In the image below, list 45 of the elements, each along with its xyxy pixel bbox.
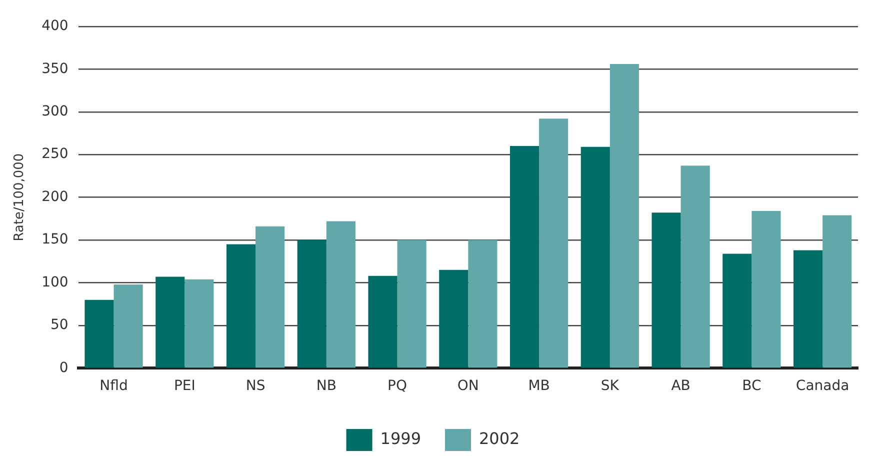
bar	[510, 146, 540, 368]
bar	[184, 279, 214, 368]
x-tick-label: MB	[528, 378, 550, 394]
x-tick-label: Canada	[796, 378, 850, 394]
bar	[680, 166, 710, 368]
bar	[368, 276, 398, 368]
bar	[397, 240, 426, 368]
bar	[297, 240, 326, 368]
x-tick-label: Nfld	[100, 378, 128, 394]
bar	[752, 210, 781, 368]
y-tick-label: 300	[42, 103, 68, 120]
x-tick-label: SK	[600, 378, 620, 394]
x-tick-label: NB	[316, 378, 336, 394]
x-tick-label: ON	[457, 378, 479, 394]
y-tick-label: 400	[42, 18, 68, 34]
y-tick-label: 200	[42, 188, 68, 205]
legend-label: 1999	[380, 429, 421, 448]
bar	[226, 244, 256, 368]
y-tick-label: 50	[50, 317, 68, 334]
bar	[652, 212, 681, 368]
legend-label: 2002	[479, 429, 520, 448]
y-axis-title: Rate/100,000	[12, 153, 28, 242]
x-tick-label: PQ	[388, 378, 408, 394]
bar	[580, 146, 610, 368]
bar	[468, 240, 498, 368]
bar	[539, 118, 568, 368]
y-tick-label: 250	[42, 146, 68, 162]
bar	[84, 300, 114, 368]
bar	[610, 64, 639, 368]
bar	[114, 284, 143, 368]
x-tick-label: AB	[671, 378, 690, 394]
bar	[326, 221, 356, 368]
y-tick-label: 0	[59, 360, 68, 376]
y-tick-label: 150	[42, 232, 68, 248]
bar	[822, 215, 852, 368]
x-tick-label: BC	[742, 378, 762, 394]
x-tick-label: PEI	[174, 378, 196, 394]
bar	[722, 254, 752, 368]
bar	[439, 270, 468, 368]
bar	[156, 276, 185, 368]
y-tick-label: 100	[42, 274, 68, 290]
bar	[256, 226, 285, 368]
bar	[794, 250, 823, 368]
y-tick-label: 350	[42, 60, 68, 77]
x-tick-label: NS	[246, 378, 266, 394]
